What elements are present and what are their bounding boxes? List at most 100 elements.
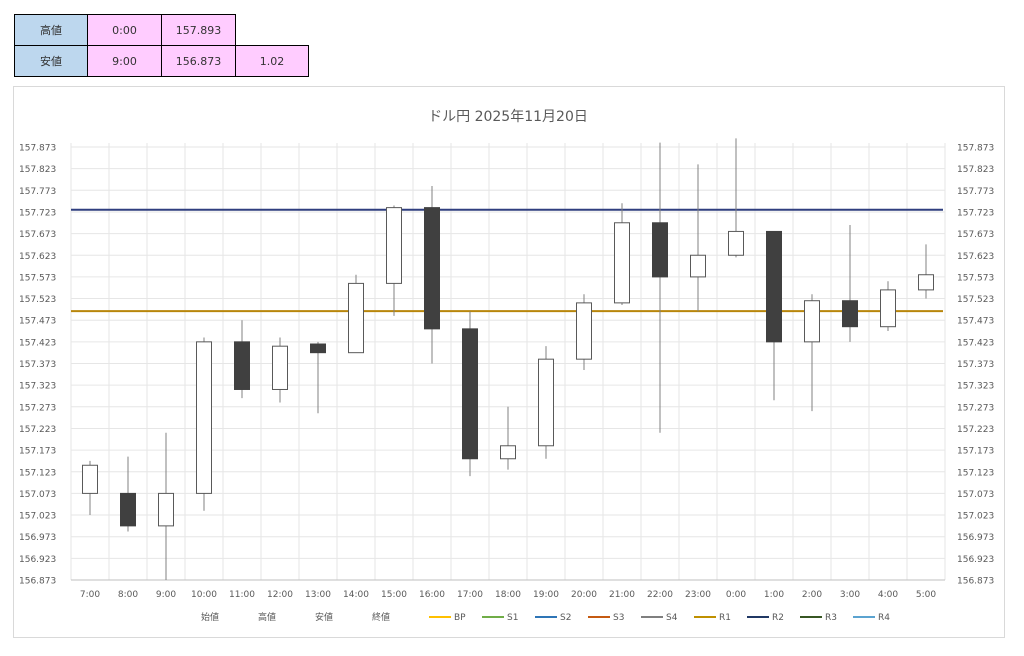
candle [82, 460, 98, 516]
x-tick-label: 21:00 [609, 590, 635, 600]
low-label: 安値 [14, 45, 88, 77]
y-tick-label: 157.573 [19, 273, 56, 283]
candle-body [880, 289, 896, 328]
y-tick-label: 157.723 [19, 208, 56, 218]
legend-item: R3 [800, 613, 837, 623]
x-tick-label: 9:00 [156, 590, 176, 600]
legend-item: 安値 [315, 611, 333, 623]
legend-label: 安値 [315, 611, 333, 623]
candle-body [614, 222, 630, 304]
high-value: 157.893 [161, 14, 236, 46]
candle [538, 346, 554, 459]
legend-item: S3 [588, 613, 624, 623]
candle [652, 142, 668, 433]
y-tick-label: 157.523 [19, 295, 56, 305]
y-tick-label: 157.223 [957, 425, 994, 435]
x-tick-label: 20:00 [571, 590, 597, 600]
legend-label: S3 [613, 613, 624, 623]
y-tick-label: 157.723 [957, 208, 994, 218]
y-tick-label: 157.123 [957, 468, 994, 478]
y-axis-left: 157.873 157.823 157.773 157.723 157.673 157.6… [19, 144, 56, 587]
candle-body [158, 492, 174, 527]
legend-item: 終値 [372, 611, 390, 623]
y-tick-label: 157.073 [19, 490, 56, 500]
y-tick-label: 157.473 [957, 317, 994, 327]
x-tick-label: 5:00 [916, 590, 936, 600]
candle [614, 203, 630, 306]
y-tick-label: 157.623 [19, 252, 56, 262]
candle-body [310, 343, 326, 354]
candle-body [804, 300, 820, 343]
y-tick-label: 157.423 [19, 338, 56, 348]
candle-body [120, 492, 136, 527]
candle-body [234, 341, 250, 390]
legend-label: BP [454, 613, 466, 623]
y-tick-label: 157.273 [19, 403, 56, 413]
candle [842, 224, 858, 342]
legend-item: 始値 [201, 611, 219, 623]
empty-cell [236, 15, 309, 46]
high-label: 高値 [14, 14, 88, 46]
chart-title: ドル円 2025年11月20日 [428, 109, 588, 125]
chart-frame: ドル円 2025年11月20日 157.873 157.823 157.773 157… [13, 86, 1005, 638]
candle-body [842, 300, 858, 328]
candle [234, 320, 250, 399]
x-tick-label: 11:00 [229, 590, 255, 600]
x-tick-label: 22:00 [647, 590, 673, 600]
legend-item: 高値 [258, 611, 276, 623]
candle-body [690, 254, 706, 278]
y-tick-label: 157.123 [19, 468, 56, 478]
candlestick-chart: ドル円 2025年11月20日 157.873157.823157.773157… [19, 109, 994, 623]
y-tick-label: 157.173 [19, 447, 56, 457]
summary-table: 高値 0:00 157.893 安値 9:00 156.873 1.02 [14, 14, 309, 77]
legend-item: R1 [694, 613, 731, 623]
candle-body [424, 207, 440, 330]
y-tick-label: 156.873 [19, 577, 56, 587]
y-tick-label: 157.623 [957, 252, 994, 262]
legend-label: 始値 [201, 611, 219, 623]
x-tick-label: 10:00 [191, 590, 217, 600]
low-time: 9:00 [87, 45, 162, 77]
y-tick-label: 157.323 [19, 382, 56, 392]
legend-label: S4 [666, 613, 678, 623]
candle [386, 205, 402, 316]
candle-body [652, 222, 668, 278]
y-tick-label: 157.873 [19, 144, 56, 154]
y-tick-label: 157.573 [957, 273, 994, 283]
candle [310, 341, 326, 414]
candle-body [272, 345, 288, 390]
x-tick-label: 15:00 [381, 590, 407, 600]
x-tick-label: 0:00 [726, 590, 746, 600]
x-tick-label: 2:00 [802, 590, 822, 600]
y-tick-label: 157.873 [957, 144, 994, 154]
candle-body [82, 464, 98, 494]
x-tick-label: 4:00 [878, 590, 898, 600]
legend: 始値 高値 安値 終値 BP S1 S2 S3 S4 R1 R2 R3 R4 [201, 611, 890, 623]
y-tick-label: 157.773 [957, 187, 994, 197]
candle [120, 456, 136, 532]
candle-body [462, 328, 478, 460]
candle [766, 230, 782, 401]
y-tick-label: 157.523 [957, 295, 994, 305]
candle [272, 337, 288, 403]
y-tick-label: 156.923 [19, 555, 56, 565]
x-tick-label: 1:00 [764, 590, 784, 600]
candle [804, 294, 820, 412]
y-tick-label: 157.423 [957, 338, 994, 348]
candle-body [766, 230, 782, 343]
candle [576, 294, 592, 370]
legend-item: R2 [747, 613, 784, 623]
candle [196, 337, 212, 511]
legend-label: R2 [772, 613, 784, 623]
y-tick-label: 156.973 [19, 533, 56, 543]
y-axis-right: 157.873 157.823 157.773 157.723 157.673 157.6… [957, 144, 994, 587]
high-time: 0:00 [87, 14, 162, 46]
x-tick-label: 16:00 [419, 590, 445, 600]
legend-item: S1 [482, 613, 518, 623]
legend-item: S4 [641, 613, 678, 623]
candle [728, 138, 744, 258]
candle [158, 432, 174, 580]
legend-label: R4 [878, 613, 890, 623]
low-value: 156.873 [161, 45, 236, 77]
legend-label: S2 [560, 613, 571, 623]
